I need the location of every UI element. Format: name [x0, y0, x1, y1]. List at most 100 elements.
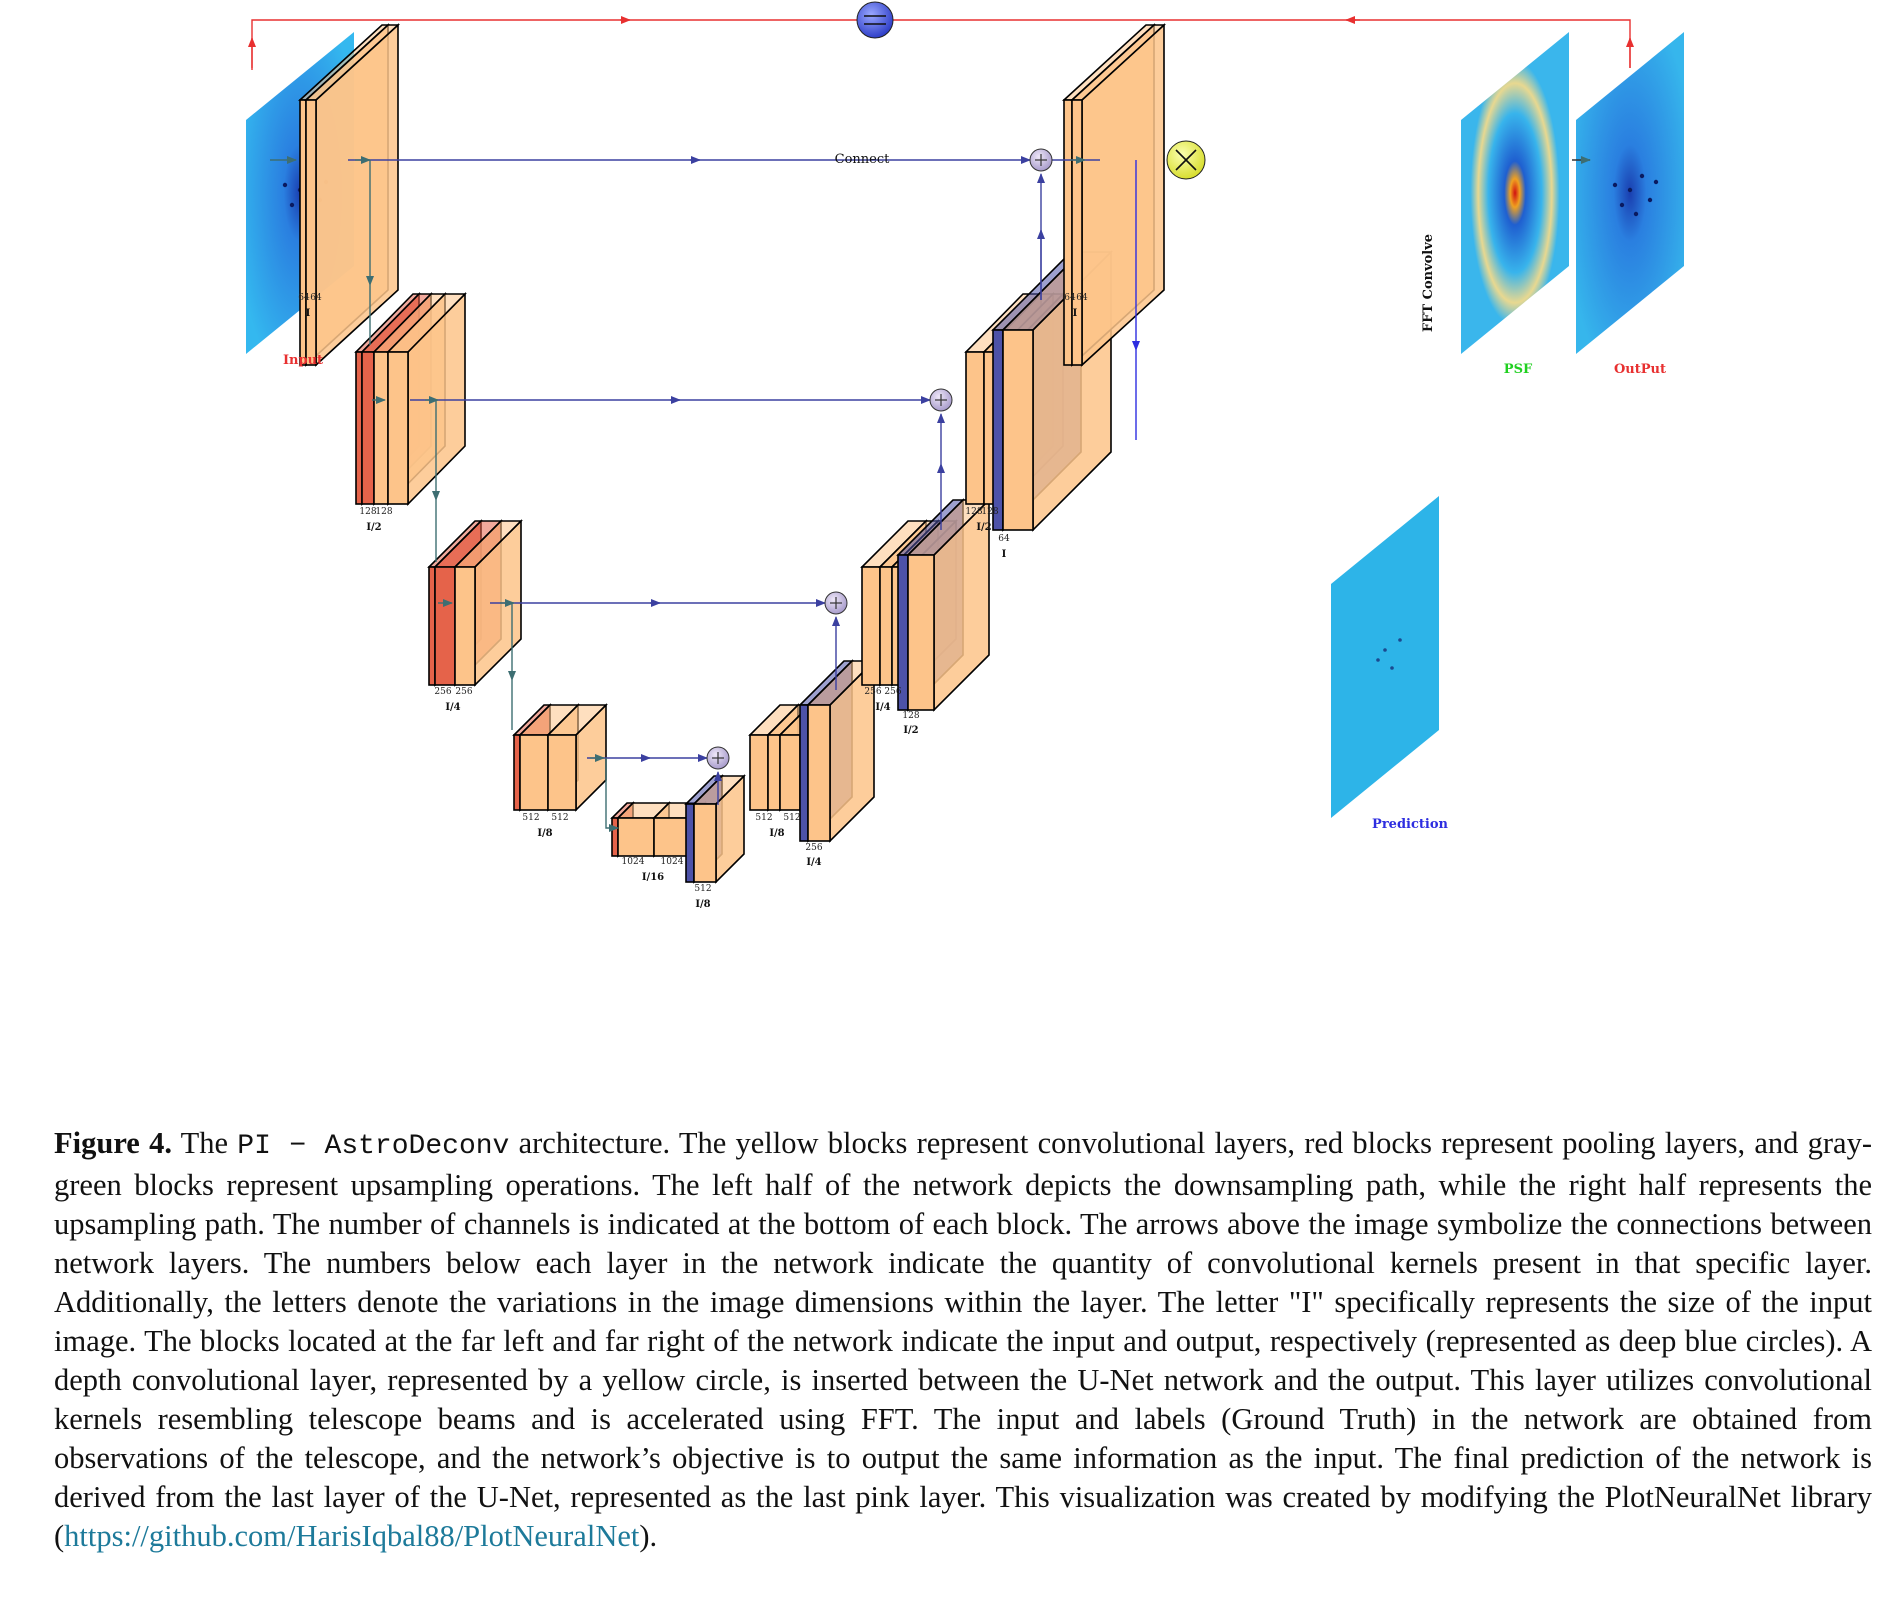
- enc2-layer-0-front: [428, 566, 436, 686]
- output-source-5: [1612, 182, 1618, 188]
- dec1-layer-0-front: [861, 566, 881, 686]
- output-source-4: [1633, 211, 1639, 217]
- add-2: [824, 591, 848, 615]
- equals-node: [856, 1, 894, 39]
- dec1-up-layer-1-front: [907, 554, 935, 711]
- dec1-dim-a: 256: [864, 687, 881, 697]
- dec0-dim-a: 512: [755, 813, 772, 823]
- output-source-0: [1627, 187, 1633, 193]
- enc3-layer-1-front: [519, 734, 549, 811]
- enc0-scale: I: [306, 308, 311, 319]
- dec2-dim-b: 128: [981, 507, 998, 517]
- output-source-3: [1647, 197, 1653, 203]
- figure-caption: Figure 4. The PI − AstroDeconv architect…: [54, 1124, 1872, 1556]
- bottleneck-up-dim: 512: [694, 884, 711, 894]
- enc3-scale: I/8: [537, 828, 552, 839]
- dec1-scale: I/4: [875, 702, 890, 713]
- enc2-dim-b: 256: [455, 687, 472, 697]
- equals-node-disc: [856, 1, 894, 39]
- down-3: [605, 758, 619, 832]
- enc4-layer-0-front: [611, 817, 619, 857]
- dec3-layer-1-front: [1071, 99, 1083, 366]
- dec2-up-layer-1-front: [1002, 329, 1034, 531]
- enc4-scale: I/16: [642, 872, 664, 883]
- network-blocks: [297, 23, 1167, 884]
- enc0-dim-a: 64: [298, 293, 310, 303]
- dec3-scale: I: [1073, 308, 1078, 319]
- enc1-layer-1-front: [361, 351, 375, 505]
- add-3: [706, 746, 730, 770]
- enc1-dim-b: 128: [375, 507, 392, 517]
- output-source-6: [1653, 179, 1659, 185]
- enc4-layer-2-front: [653, 817, 691, 857]
- add-1: [929, 388, 953, 412]
- dec0-scale: I/8: [769, 828, 784, 839]
- enc2-layer-2-front: [454, 566, 476, 686]
- prediction-source-2: [1390, 666, 1394, 670]
- bottleneck-up-layer-1: [692, 774, 746, 884]
- output-source-1: [1639, 173, 1645, 179]
- dec3-dim-a: 64: [1064, 293, 1076, 303]
- enc0-layer-1: [303, 23, 401, 367]
- enc1-layer-3-front: [387, 351, 409, 505]
- prediction-image: [1331, 496, 1439, 818]
- enc3-dim-b: 512: [551, 813, 568, 823]
- input-label: Input: [283, 353, 323, 368]
- dec2-up-layer-0-front: [992, 329, 1004, 531]
- input-source-2: [289, 202, 295, 208]
- psf-image: [1461, 32, 1569, 354]
- dec3-layer-1: [1069, 23, 1167, 367]
- connections: [248, 1, 1634, 832]
- loop-right-down: [1352, 19, 1631, 68]
- dec0-up-dim: 256: [805, 843, 822, 853]
- bottleneck-up-layer-0-front: [685, 803, 695, 883]
- dec0-dim-b: 512: [783, 813, 800, 823]
- dec1-up-layer-1: [906, 498, 991, 712]
- dec2-dim-a: 128: [965, 507, 982, 517]
- dec1-up-scale: I/2: [903, 725, 918, 736]
- enc3-dim-a: 512: [522, 813, 539, 823]
- dec3-layer-0-front: [1063, 99, 1073, 366]
- dec2-layer-0-front: [965, 351, 985, 505]
- dec3-dim-b: 64: [1076, 293, 1088, 303]
- enc4-dim-a: 1024: [622, 857, 645, 867]
- prediction-label: Prediction: [1372, 817, 1448, 832]
- plotneuralnet-link[interactable]: https://github.com/HarisIqbal88/PlotNeur…: [64, 1519, 640, 1553]
- caption-text-3: ).: [639, 1519, 658, 1553]
- enc2-layer-1-front: [434, 566, 456, 686]
- dec0-up-layer-1: [806, 659, 876, 843]
- prediction-image-surface: [1331, 496, 1439, 818]
- enc4-layer-1-front: [617, 817, 655, 857]
- dec2-scale: I/2: [976, 522, 991, 533]
- fft-convolve-node: [1166, 140, 1206, 180]
- add-0: [1029, 148, 1053, 172]
- psf-label: PSF: [1504, 362, 1533, 377]
- enc3-layer-0-front: [513, 734, 521, 811]
- diagram-labels: Input PSF OutPut Prediction Connect FFT …: [283, 152, 1666, 910]
- bottleneck-up-layer-1-front: [693, 803, 717, 883]
- fft-convolve-node-x2: [1175, 149, 1197, 171]
- dec0-layer-0-front: [749, 734, 769, 811]
- caption-text-1: The: [171, 1126, 238, 1160]
- connect-label: Connect: [835, 152, 890, 167]
- prediction-source-1: [1398, 638, 1402, 642]
- output-image: [1576, 32, 1684, 354]
- dec0-layer-2-front: [779, 734, 801, 811]
- enc1-layer-0-front: [355, 351, 363, 505]
- caption-text-2: architecture. The yellow blocks represen…: [54, 1126, 1873, 1553]
- fft-convolve-label: FFT Convolve: [1421, 234, 1436, 332]
- dec0-up-layer-0-front: [799, 704, 809, 842]
- prediction-source-3: [1376, 658, 1380, 662]
- enc0-dim-b: 64: [310, 293, 322, 303]
- enc4-dim-b: 1024: [661, 857, 684, 867]
- dec0-layer-1-front: [767, 734, 781, 811]
- enc0-layer-1-front: [305, 99, 317, 366]
- figure-number: Figure 4.: [54, 1126, 172, 1160]
- dec1-up-dim: 128: [902, 711, 919, 721]
- dec1-layer-1-front: [879, 566, 893, 686]
- architecture-diagram: Input PSF OutPut Prediction Connect FFT …: [246, 1, 1684, 910]
- input-source-5: [282, 182, 288, 188]
- output-label: OutPut: [1614, 362, 1666, 377]
- dec0-up-layer-1-front: [807, 704, 831, 842]
- enc1-layer-2-front: [373, 351, 389, 505]
